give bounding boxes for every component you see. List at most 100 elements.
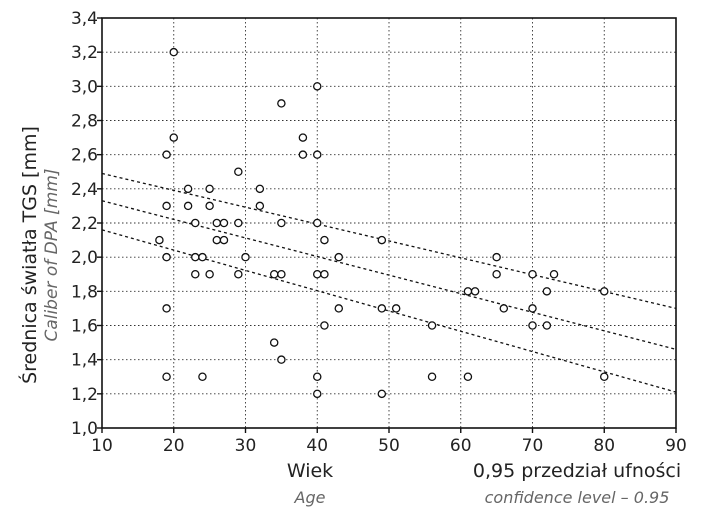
data-point [198,252,207,262]
data-point [542,287,552,296]
data-point [277,218,286,228]
data-point [312,82,322,91]
data-point [205,269,214,279]
y-tick-label: 1,8 [71,282,98,302]
data-point [528,321,537,330]
data-point [600,372,609,381]
x-tick-label: 50 [378,436,400,456]
data-point [183,184,193,194]
data-point [377,389,387,399]
data-point [255,184,265,194]
data-point [427,372,437,381]
data-point [205,184,214,194]
data-point [463,287,473,296]
confidence-annotation: 0,95 przedział ufności [472,460,682,482]
data-points [155,47,609,399]
y-tick-label: 3,0 [71,77,98,97]
data-point [198,372,207,381]
data-point [191,269,200,279]
data-point [377,304,387,313]
x-tick-label: 90 [665,436,687,456]
data-point [212,218,222,228]
data-point [542,321,552,330]
data-point [312,150,322,159]
data-point [234,218,243,228]
data-point [162,304,171,313]
data-point [463,372,473,381]
data-point [391,304,401,313]
x-tick-label: 20 [163,436,185,456]
data-point [234,167,243,176]
y-axis-subtitle: Caliber of DPA [mm] [42,168,62,342]
data-point [312,389,322,399]
data-point [298,150,308,159]
x-axis-subtitle: Age [294,488,326,507]
data-point [549,269,559,279]
y-tick-label: 2,2 [71,214,98,234]
data-point [492,252,501,262]
data-point [600,287,609,296]
data-point [183,201,193,211]
data-point [298,133,308,142]
data-point [470,287,480,296]
data-point [499,304,509,313]
data-point [320,235,329,245]
x-tick-label: 30 [235,436,257,456]
y-tick-label: 2,0 [71,248,98,268]
y-axis-ticks: 1,0 1,2 1,4 1,6 1,8 2,0 2,2 2,4 2,6 2,8 3,0 3,2 3,4 [71,9,102,439]
data-point [205,201,214,211]
data-point [320,269,329,279]
data-point [528,304,537,313]
data-point [277,99,286,108]
x-tick-label: 70 [522,436,544,456]
data-point [492,269,501,279]
x-axis-title: Wiek [286,460,334,482]
data-point [312,269,322,279]
data-point [427,321,437,330]
data-point [169,133,178,142]
data-point [528,269,537,279]
data-point [255,201,265,211]
y-axis-title: Średnica światła TGS [mm] [19,126,41,384]
grid-lines [102,18,676,428]
data-point [155,235,164,245]
y-tick-label: 1,6 [71,317,98,337]
y-tick-label: 1,4 [71,351,98,371]
data-point [219,218,229,228]
data-point [212,235,222,245]
y-tick-label: 1,2 [71,385,98,405]
data-point [312,218,322,228]
x-tick-label: 40 [306,436,328,456]
data-point [320,321,329,330]
data-point [234,269,243,279]
x-tick-label: 10 [91,436,113,456]
data-point [162,150,171,159]
data-point [312,372,322,381]
data-point [219,235,229,245]
confidence-annotation-subtitle: confidence level – 0.95 [484,488,670,507]
data-point [191,218,200,228]
y-tick-label: 2,8 [71,112,98,132]
data-point [377,235,387,245]
x-tick-label: 80 [593,436,615,456]
data-point [162,372,171,381]
data-point [269,269,279,279]
data-point [269,338,279,347]
data-point [334,252,344,262]
y-tick-label: 2,4 [71,180,98,200]
data-point [162,201,171,211]
x-axis-ticks: 10 20 30 40 50 60 70 80 90 [91,428,687,456]
y-tick-label: 2,6 [71,146,98,166]
data-point [277,355,286,364]
data-point [162,252,171,262]
data-point [277,269,286,279]
data-point [334,304,344,313]
data-point [241,252,250,262]
data-point [191,252,200,262]
data-point [169,47,178,57]
y-tick-label: 3,4 [71,9,98,29]
confidence-upper-line [101,172,677,310]
y-tick-label: 3,2 [71,43,98,63]
y-tick-label: 1,0 [71,419,98,439]
